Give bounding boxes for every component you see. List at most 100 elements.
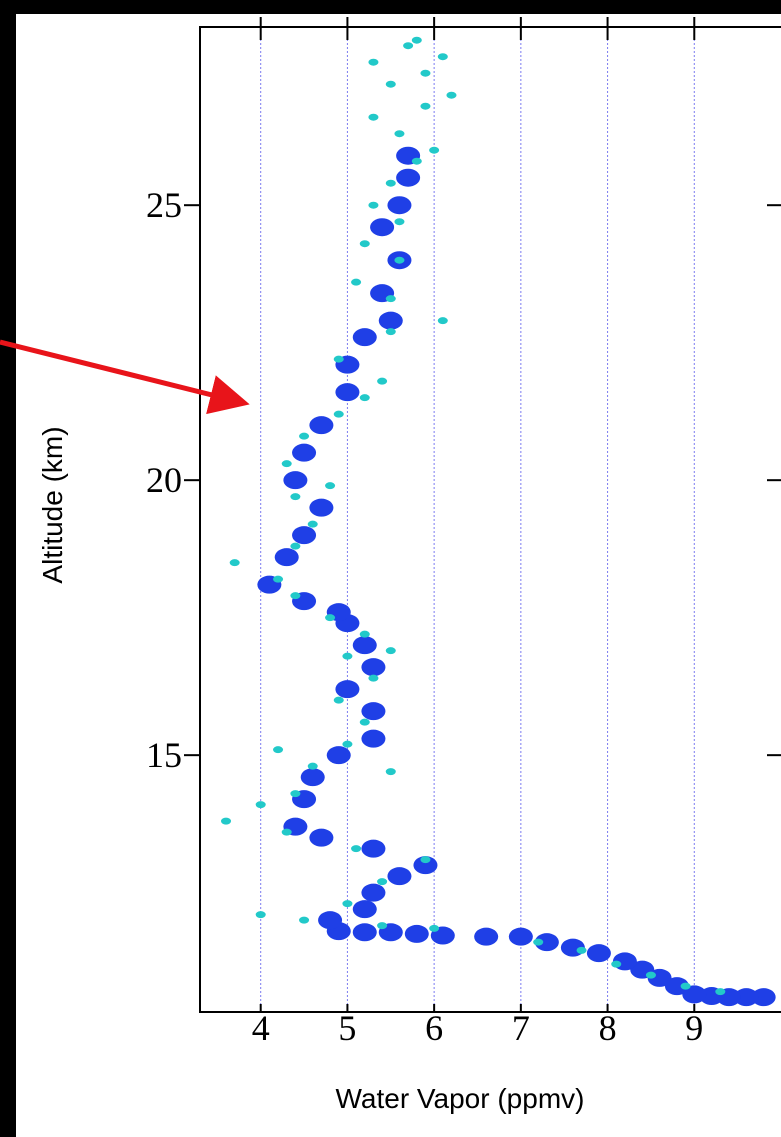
point <box>385 768 396 776</box>
point <box>420 102 431 110</box>
y-axis-label: Altitude (km) <box>37 426 68 583</box>
point <box>368 674 379 682</box>
point <box>377 922 388 930</box>
point <box>335 383 360 402</box>
point <box>283 471 308 490</box>
points <box>221 36 776 1007</box>
point <box>292 443 317 462</box>
point <box>664 977 689 996</box>
y-tick-label: 25 <box>146 185 182 225</box>
point <box>385 179 396 187</box>
point <box>300 768 325 787</box>
y-tick-label: 15 <box>146 735 182 775</box>
point <box>359 240 370 248</box>
axes: 4 5 6 7 8 9 15 20 25 <box>146 17 781 1048</box>
point <box>394 130 405 138</box>
point <box>377 878 388 886</box>
point <box>413 856 438 875</box>
x-tick-label: 5 <box>338 1008 356 1048</box>
x-tick-label: 9 <box>685 1008 703 1048</box>
point <box>307 520 318 528</box>
x-axis-label: Water Vapor (ppmv) <box>336 1083 585 1114</box>
point <box>751 988 776 1007</box>
point <box>404 924 429 943</box>
x-tick-label: 4 <box>252 1008 270 1048</box>
point <box>335 680 360 699</box>
point <box>318 911 343 930</box>
point <box>359 718 370 726</box>
point <box>309 416 334 435</box>
point <box>378 311 403 330</box>
point <box>420 856 431 864</box>
point <box>377 377 388 385</box>
point <box>361 729 386 748</box>
point <box>394 218 405 226</box>
point <box>342 652 353 660</box>
point <box>734 988 759 1007</box>
point <box>221 817 232 825</box>
point <box>229 559 240 567</box>
point <box>446 91 457 99</box>
point <box>385 295 396 303</box>
point <box>682 985 707 1004</box>
point <box>645 971 656 979</box>
point <box>325 614 336 622</box>
point <box>437 53 448 61</box>
point <box>394 256 405 264</box>
point <box>290 592 301 600</box>
point <box>429 924 440 932</box>
point <box>307 762 318 770</box>
point <box>273 575 284 583</box>
point <box>359 394 370 402</box>
point <box>429 146 440 154</box>
point <box>533 938 544 946</box>
point <box>333 696 344 704</box>
x-tick-label: 7 <box>512 1008 530 1048</box>
point <box>299 432 310 440</box>
point <box>534 933 559 952</box>
point <box>290 493 301 501</box>
x-tick-label: 6 <box>425 1008 443 1048</box>
point <box>474 927 499 946</box>
point <box>361 839 386 858</box>
point <box>255 911 266 919</box>
point <box>385 80 396 88</box>
point <box>387 867 412 886</box>
point <box>273 746 284 754</box>
point <box>680 982 691 990</box>
point <box>437 317 448 325</box>
point <box>715 988 726 996</box>
point <box>309 498 334 517</box>
point <box>325 482 336 490</box>
point <box>359 630 370 638</box>
point <box>333 410 344 418</box>
point <box>352 636 377 655</box>
point <box>387 196 412 215</box>
point <box>370 218 395 237</box>
point <box>368 201 379 209</box>
point <box>274 548 299 567</box>
point <box>508 927 533 946</box>
point <box>281 828 292 836</box>
plot-frame <box>199 26 781 1013</box>
point <box>292 526 317 545</box>
point <box>333 355 344 363</box>
point <box>385 647 396 655</box>
point <box>586 944 611 963</box>
point <box>351 845 362 853</box>
point <box>420 69 431 77</box>
point <box>255 801 266 809</box>
point <box>576 946 587 954</box>
annotation-arrow <box>0 339 250 415</box>
point <box>352 923 377 942</box>
point <box>411 36 422 44</box>
point <box>352 900 377 919</box>
point <box>290 542 301 550</box>
point <box>352 328 377 347</box>
point <box>290 790 301 798</box>
point <box>342 740 353 748</box>
point <box>361 658 386 677</box>
point <box>361 702 386 721</box>
point <box>403 42 414 50</box>
